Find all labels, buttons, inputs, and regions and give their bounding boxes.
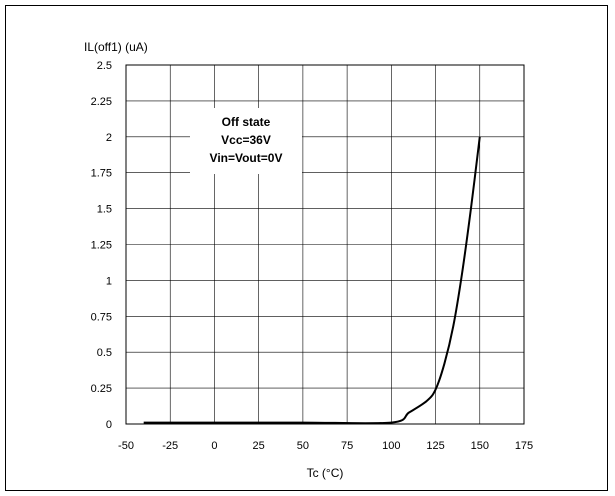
y-tick-labels: 0 0.25 0.5 0.75 1 1.25 1.5 1.75 2 2.25 2.5 [91,60,112,431]
x-tick-label: -50 [118,440,134,452]
x-tick-label: 175 [515,440,533,452]
y-tick-label: 2.25 [91,96,112,108]
x-tick-label: 75 [341,440,353,452]
y-tick-label: 1.5 [97,204,112,216]
annotation-line-3: Vin=Vout=0V [210,151,283,165]
x-axis-label: Tc (°C) [307,466,344,480]
chart-frame [5,5,608,491]
y-tick-label: 2 [106,132,112,144]
plot-area [125,64,525,425]
y-tick-label: 0.5 [97,347,112,359]
series-layer [143,136,481,425]
y-tick-label: 1 [106,275,112,287]
annotation-box: Off state Vcc=36V Vin=Vout=0V [190,108,302,174]
annotation-line-2: Vcc=36V [221,133,271,147]
y-tick-label: 1.75 [91,168,112,180]
y-tick-label: 0 [106,419,112,431]
x-tick-label: 50 [297,440,309,452]
x-tick-labels: -50 -25 0 25 50 75 100 125 150 175 [118,440,533,452]
y-tick-label: 1.25 [91,240,112,252]
y-tick-label: 0.75 [91,311,112,323]
x-tick-label: 100 [382,440,400,452]
x-tick-label: 150 [471,440,489,452]
x-tick-label: -25 [162,440,178,452]
series-line [143,136,481,425]
y-tick-label: 2.5 [97,60,112,72]
y-axis-label: IL(off1) (uA) [84,40,148,54]
x-tick-label: 25 [253,440,265,452]
x-tick-label: 125 [426,440,444,452]
annotation-line-1: Off state [222,115,271,129]
grid [126,65,524,424]
y-tick-label: 0.25 [91,383,112,395]
x-tick-label: 0 [211,440,217,452]
